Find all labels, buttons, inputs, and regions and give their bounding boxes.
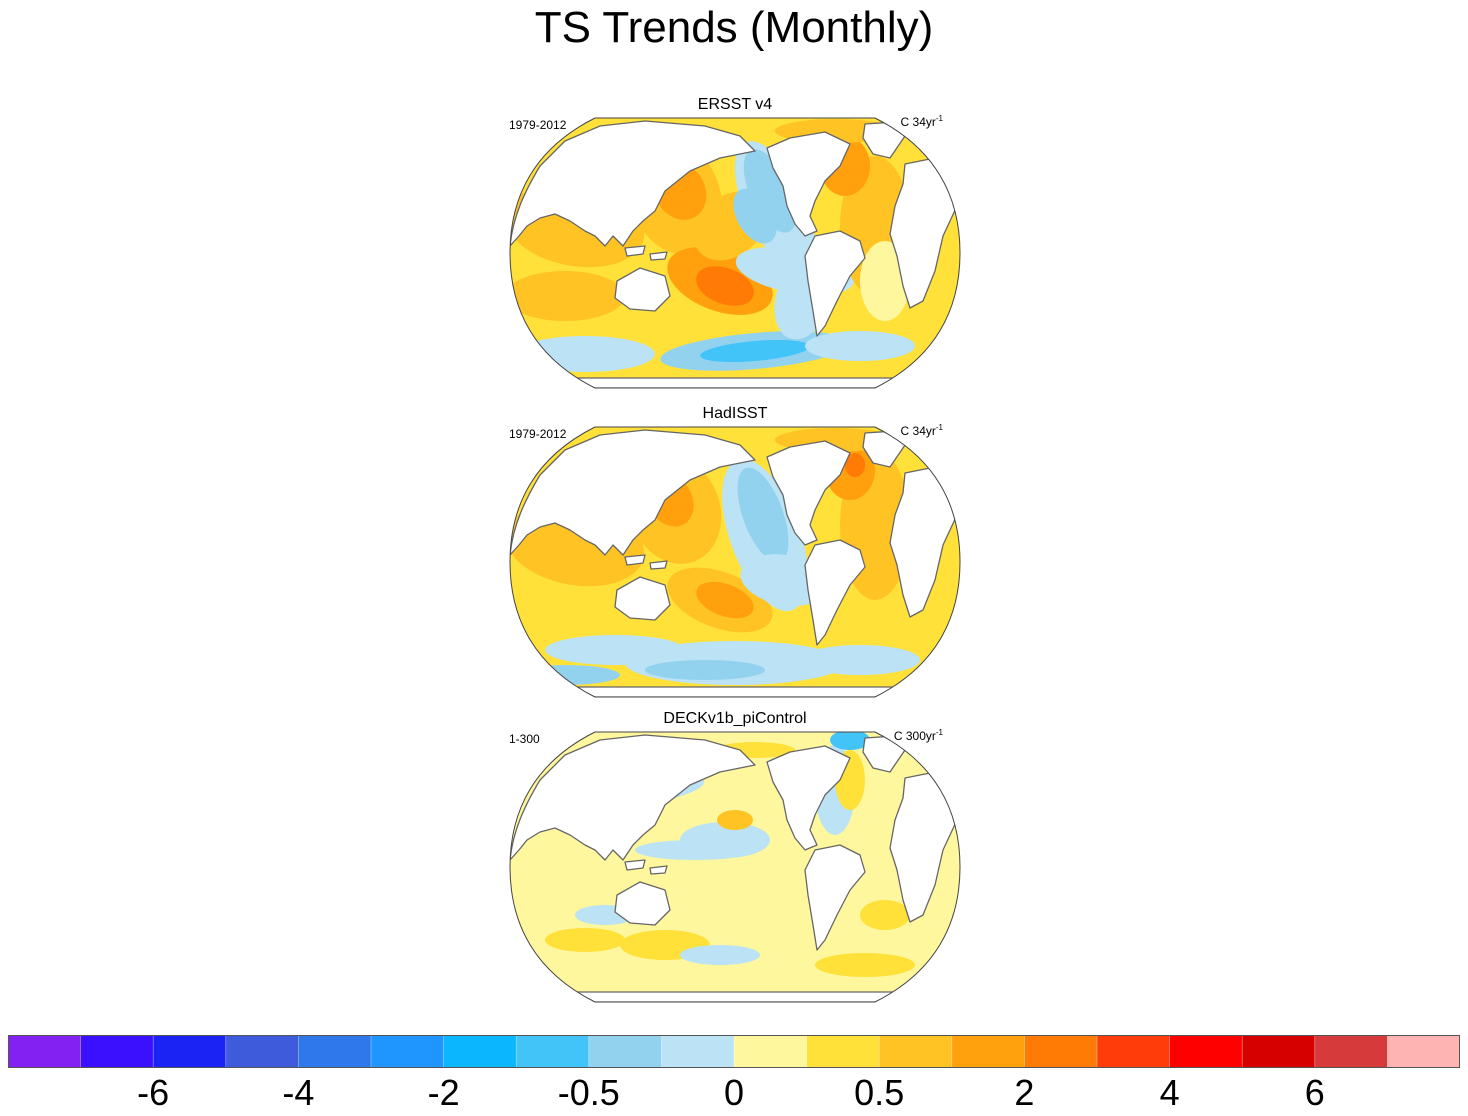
land — [804, 230, 866, 337]
trend-patch — [635, 840, 755, 860]
panel-period: 1979-2012 — [509, 427, 567, 441]
colorbar-box — [153, 1035, 227, 1068]
trend-patch — [860, 900, 910, 930]
colorbar-tick-label: 0 — [723, 1072, 745, 1113]
panel-units: C 300yr-1 — [893, 728, 943, 743]
land — [766, 131, 851, 237]
trend-patch — [830, 732, 870, 750]
colorbar — [8, 1035, 1460, 1068]
land — [624, 859, 646, 871]
colorbar-tick-label: -4 — [282, 1072, 315, 1113]
land — [614, 267, 671, 312]
map-svg — [509, 426, 961, 698]
map-border — [509, 731, 961, 1003]
land — [624, 554, 646, 566]
colorbar-tick-label: -2 — [427, 1072, 460, 1113]
trend-patch — [510, 271, 625, 321]
continents — [510, 429, 958, 697]
land — [649, 251, 668, 261]
colorbar-box — [1097, 1035, 1171, 1068]
land — [510, 734, 756, 861]
trend-patch — [733, 188, 777, 244]
colorbar-tick-label: 4 — [1159, 1072, 1180, 1113]
colorbar-tick-label: -0.5 — [557, 1072, 620, 1113]
map-svg — [509, 731, 961, 1003]
land — [804, 539, 866, 646]
colorbar-box — [1024, 1035, 1098, 1068]
land — [614, 881, 671, 926]
trend-patch — [717, 810, 753, 830]
colorbar-tick-label: 2 — [1014, 1072, 1035, 1113]
map-panel-ersst: ERSST v4 1979-2012 C 34yr-1 — [505, 96, 965, 396]
colorbar-box — [1387, 1035, 1460, 1068]
land — [649, 560, 668, 570]
panel-title: DECKv1b_piControl — [663, 710, 807, 727]
colorbar-tick-label: 0.5 — [854, 1072, 905, 1113]
trend-patch — [805, 331, 915, 361]
colorbar-box — [516, 1035, 590, 1068]
trend-patch — [515, 336, 655, 372]
trend-patch — [680, 945, 760, 965]
colorbar-box — [1314, 1035, 1388, 1068]
trend-patch — [800, 645, 920, 675]
map-svg — [509, 117, 961, 389]
trend-patch — [815, 953, 915, 977]
colorbar-box — [951, 1035, 1025, 1068]
land — [804, 844, 866, 951]
panel-units: C 34yr-1 — [900, 114, 943, 129]
map-panel-piControl: DECKv1b_piControl 1-300 C 300yr-1 — [505, 710, 965, 1010]
map-border — [509, 117, 961, 389]
colorbar-box — [225, 1035, 299, 1068]
field-layer — [510, 118, 960, 388]
land — [564, 686, 906, 697]
land — [564, 377, 906, 388]
trend-patch — [696, 266, 754, 306]
trend-patch — [696, 581, 754, 619]
panel-period: 1-300 — [509, 732, 540, 746]
colorbar-frame — [8, 1035, 1460, 1068]
colorbar-box — [661, 1035, 735, 1068]
field-layer — [510, 427, 960, 697]
trend-patch — [845, 453, 865, 477]
trend-patch — [545, 928, 625, 952]
colorbar-box — [1169, 1035, 1243, 1068]
trend-patch — [545, 635, 685, 665]
colorbar-box — [806, 1035, 880, 1068]
trend-patch — [737, 467, 789, 563]
colorbar-box — [1242, 1035, 1316, 1068]
land — [510, 429, 756, 556]
land — [766, 440, 851, 546]
continents — [510, 120, 958, 388]
colorbar-box — [8, 1035, 82, 1068]
colorbar-box — [734, 1035, 808, 1068]
main-title: TS Trends (Monthly) — [534, 3, 934, 52]
land — [766, 745, 851, 851]
land — [649, 865, 668, 875]
colorbar-tick-label: 6 — [1304, 1072, 1325, 1113]
colorbar-box — [879, 1035, 953, 1068]
colorbar-box — [443, 1035, 517, 1068]
colorbar-box — [80, 1035, 154, 1068]
map-border — [509, 426, 961, 698]
panel-units: C 34yr-1 — [900, 423, 943, 438]
colorbar-box — [371, 1035, 445, 1068]
land — [614, 576, 671, 621]
colorbar-tick-label: -6 — [137, 1072, 170, 1113]
land — [510, 120, 756, 247]
trend-patch — [700, 339, 810, 363]
land — [624, 245, 646, 257]
panel-title: HadISST — [702, 405, 768, 422]
colorbar-box — [298, 1035, 372, 1068]
trend-patch — [645, 660, 765, 680]
colorbar-box — [588, 1035, 662, 1068]
panel-period: 1979-2012 — [509, 118, 567, 132]
land — [564, 991, 906, 1002]
map-panel-hadisst: HadISST 1979-2012 C 34yr-1 — [505, 405, 965, 705]
trend-patch — [743, 149, 797, 233]
trend-patch — [510, 665, 620, 685]
panel-title: ERSST v4 — [697, 96, 773, 113]
field-layer — [510, 732, 960, 1002]
